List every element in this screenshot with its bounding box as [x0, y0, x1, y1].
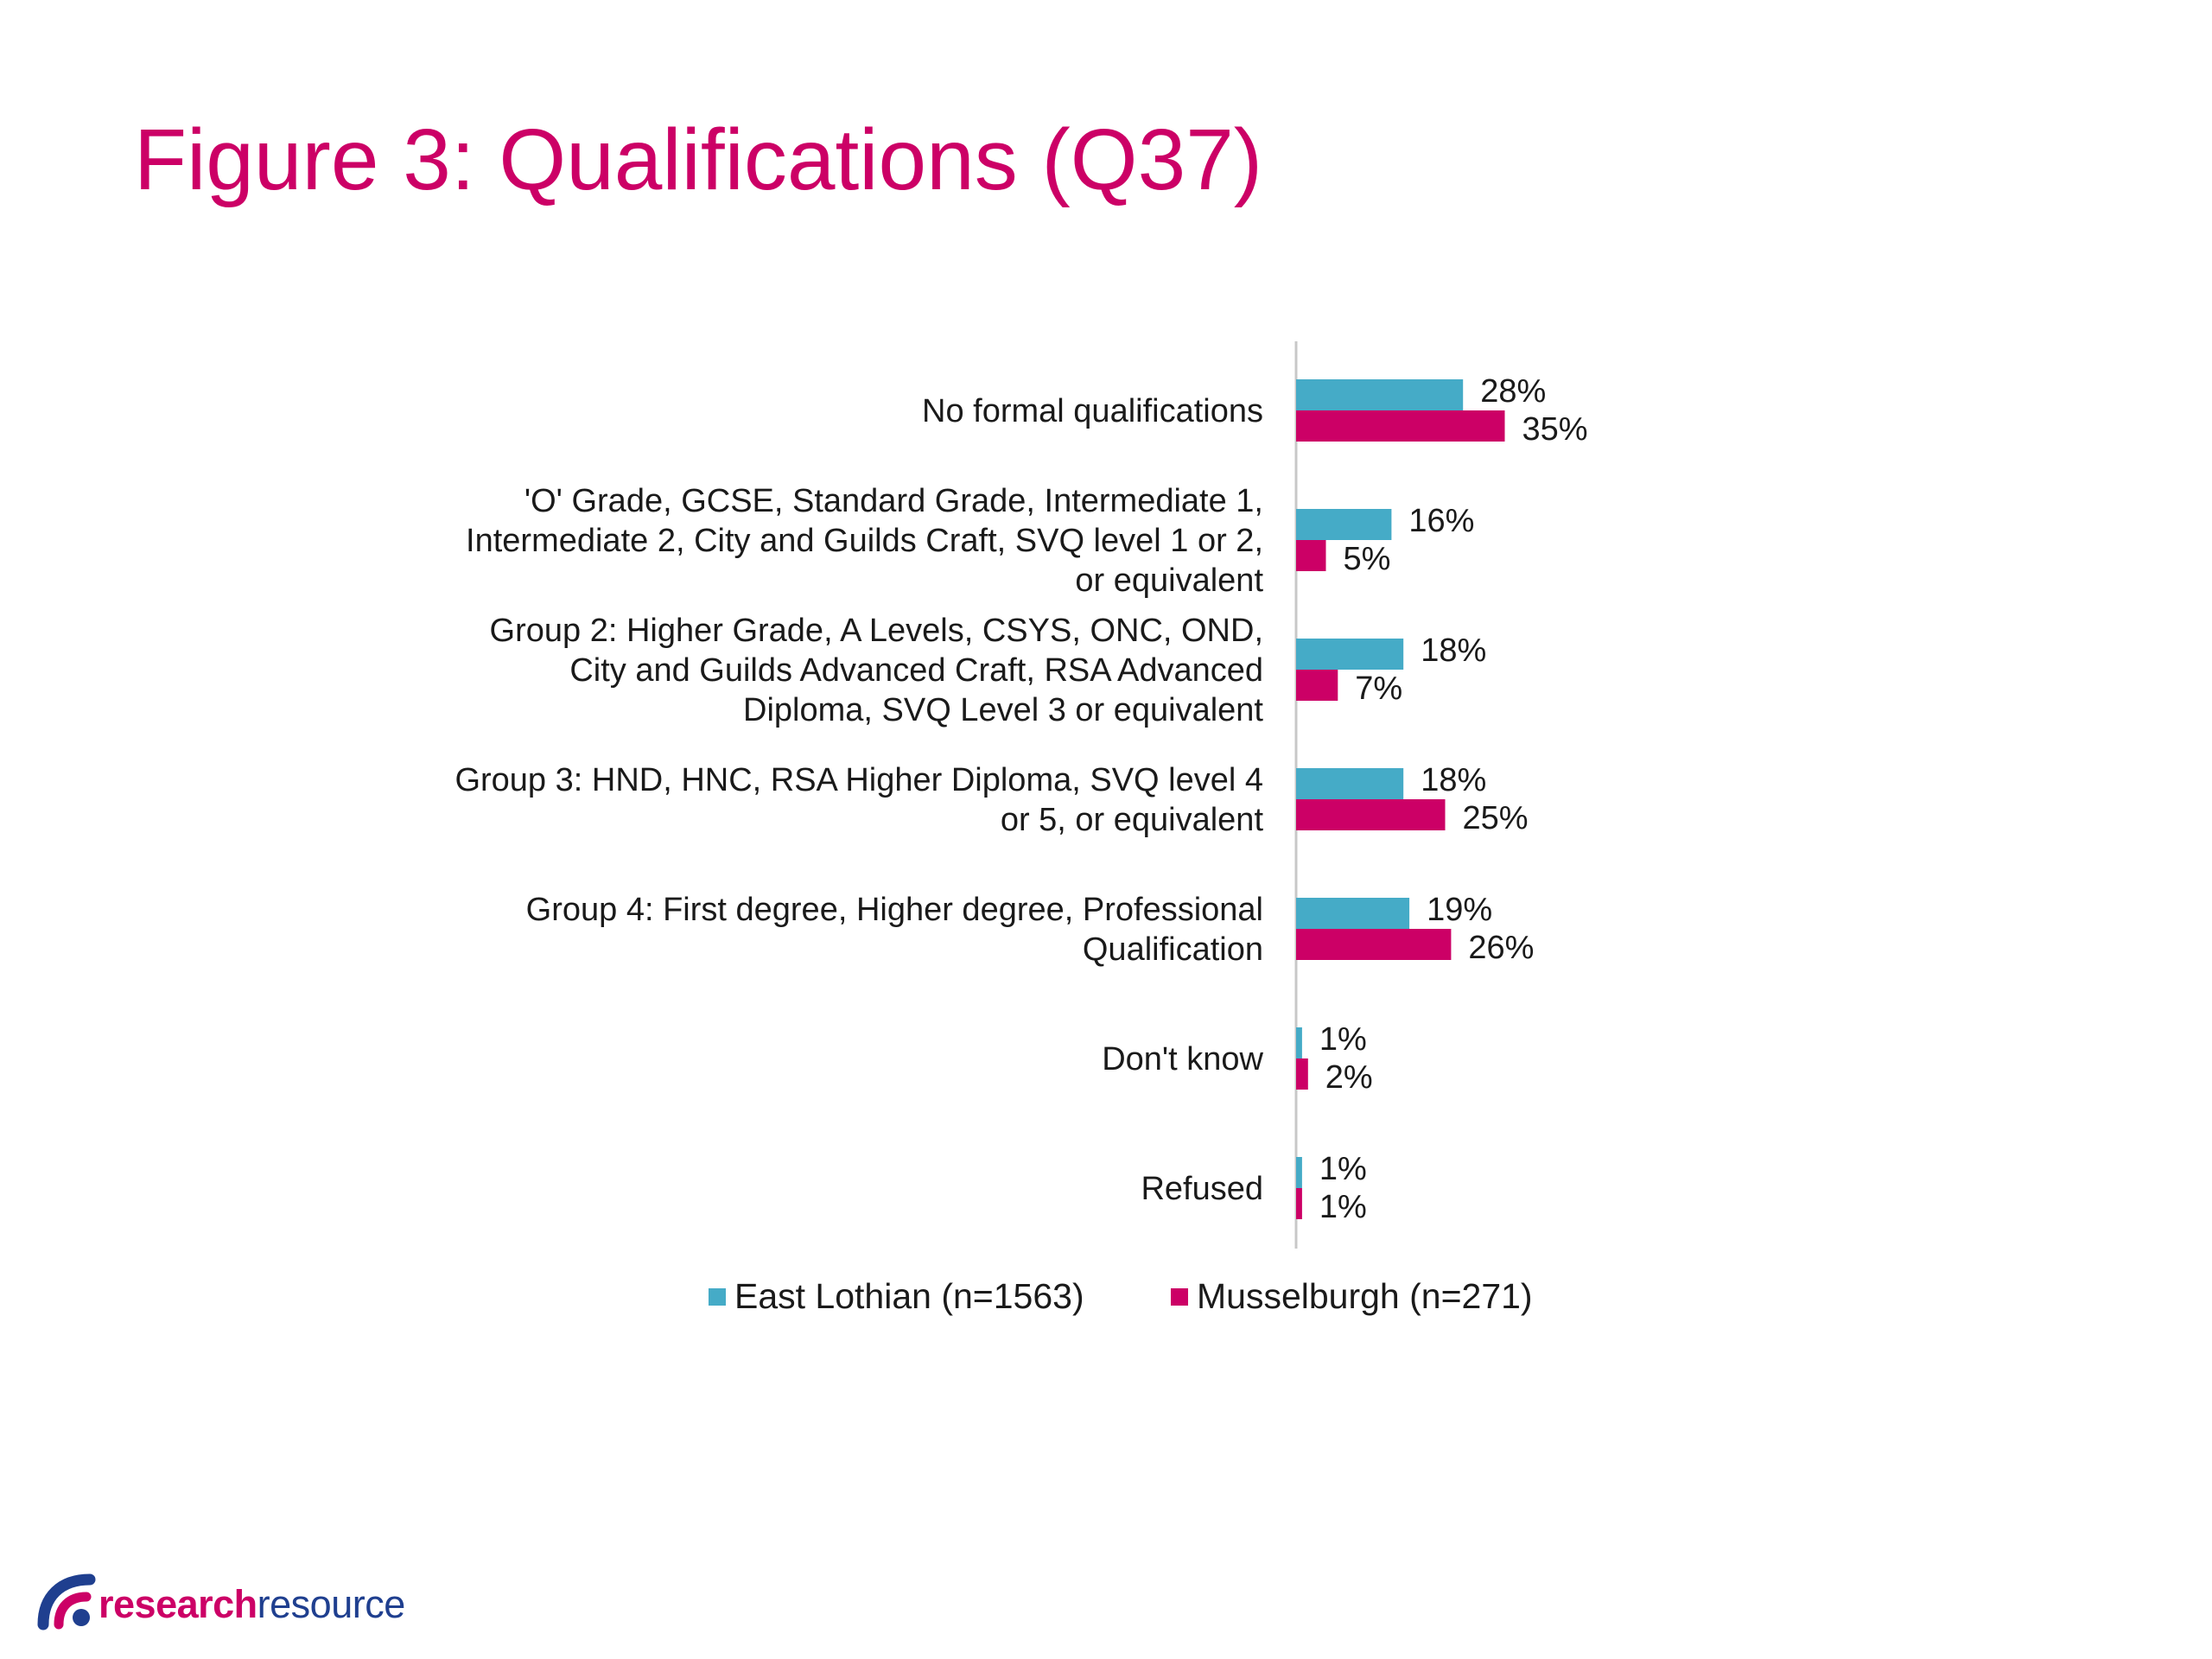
category-label-line: Intermediate 2, City and Guilds Craft, S… [466, 523, 1263, 559]
logo-wordmark: researchresource [99, 1583, 405, 1626]
category-label-line: or equivalent [1075, 563, 1263, 599]
category-label-line: Group 2: Higher Grade, A Levels, CSYS, O… [490, 613, 1263, 649]
data-label: 18% [1421, 632, 1486, 669]
legend-entry: East Lothian (n=1563) [734, 1276, 1084, 1316]
bar-musselburgh [1296, 540, 1326, 571]
category-label-line: No formal qualifications [922, 393, 1263, 429]
category-label-line: Don't know [1102, 1041, 1263, 1077]
logo-word-research: research [99, 1582, 257, 1626]
bar-musselburgh [1296, 1188, 1302, 1219]
page-title: Figure 3: Qualifications (Q37) [134, 111, 1263, 208]
bars [1296, 379, 1505, 1219]
bar-musselburgh [1296, 410, 1505, 442]
category-labels: No formal qualifications 'O' Grade, GCSE,… [454, 393, 1263, 1207]
category-label: Refused [1141, 1171, 1263, 1207]
category-label: No formal qualifications [922, 393, 1263, 429]
bar-musselburgh [1296, 929, 1452, 960]
research-resource-logo: researchresource [36, 1571, 434, 1631]
data-label: 1% [1319, 1021, 1367, 1058]
bar-musselburgh [1296, 1058, 1308, 1090]
category-label: 'O' Grade, GCSE, Standard Grade, Interme… [466, 483, 1263, 599]
data-label: 26% [1468, 930, 1534, 966]
data-label: 19% [1427, 892, 1492, 928]
category-label-line: 'O' Grade, GCSE, Standard Grade, Interme… [524, 483, 1263, 519]
data-label: 1% [1319, 1151, 1367, 1187]
logo-arcs-icon [37, 1573, 96, 1630]
data-label: 1% [1319, 1189, 1367, 1225]
data-label: 35% [1522, 411, 1588, 448]
category-label-line: Group 4: First degree, Higher degree, Pr… [526, 892, 1263, 928]
data-label: 25% [1463, 800, 1529, 836]
category-label: Don't know [1102, 1041, 1263, 1077]
category-label-line: Diploma, SVQ Level 3 or equivalent [743, 692, 1263, 728]
category-label-line: Group 3: HND, HNC, RSA Higher Diploma, S… [454, 762, 1263, 798]
bar-east-lothian [1296, 639, 1404, 670]
legend-swatch [709, 1288, 726, 1306]
bar-east-lothian [1296, 1157, 1302, 1188]
category-label-line: Qualification [1083, 931, 1263, 968]
data-label: 16% [1408, 503, 1474, 539]
legend-swatch [1171, 1288, 1188, 1306]
bar-east-lothian [1296, 768, 1404, 799]
category-label: Group 2: Higher Grade, A Levels, CSYS, O… [490, 613, 1264, 728]
data-label: 28% [1480, 373, 1546, 410]
bar-east-lothian [1296, 898, 1410, 929]
category-label-line: Refused [1141, 1171, 1263, 1207]
legend: East Lothian (n=1563) Musselburgh (n=271) [709, 1276, 1533, 1316]
data-label: 18% [1421, 762, 1486, 798]
data-labels: 28%35%16%5%18%7%18%25%19%26%1%2%1%1% [1319, 373, 1588, 1225]
category-label-line: or 5, or equivalent [1001, 802, 1264, 838]
legend-entry: Musselburgh (n=271) [1197, 1276, 1533, 1316]
bar-east-lothian [1296, 379, 1464, 410]
logo-word-resource: resource [257, 1582, 406, 1626]
bar-east-lothian [1296, 1027, 1302, 1058]
data-label: 7% [1355, 671, 1402, 707]
data-label: 2% [1325, 1059, 1373, 1096]
data-label: 5% [1344, 541, 1391, 577]
category-label: Group 4: First degree, Higher degree, Pr… [526, 892, 1263, 968]
bar-musselburgh [1296, 799, 1446, 830]
bar-east-lothian [1296, 509, 1392, 540]
category-label-line: City and Guilds Advanced Craft, RSA Adva… [569, 652, 1263, 689]
bar-musselburgh [1296, 670, 1338, 701]
category-label: Group 3: HND, HNC, RSA Higher Diploma, S… [454, 762, 1263, 838]
